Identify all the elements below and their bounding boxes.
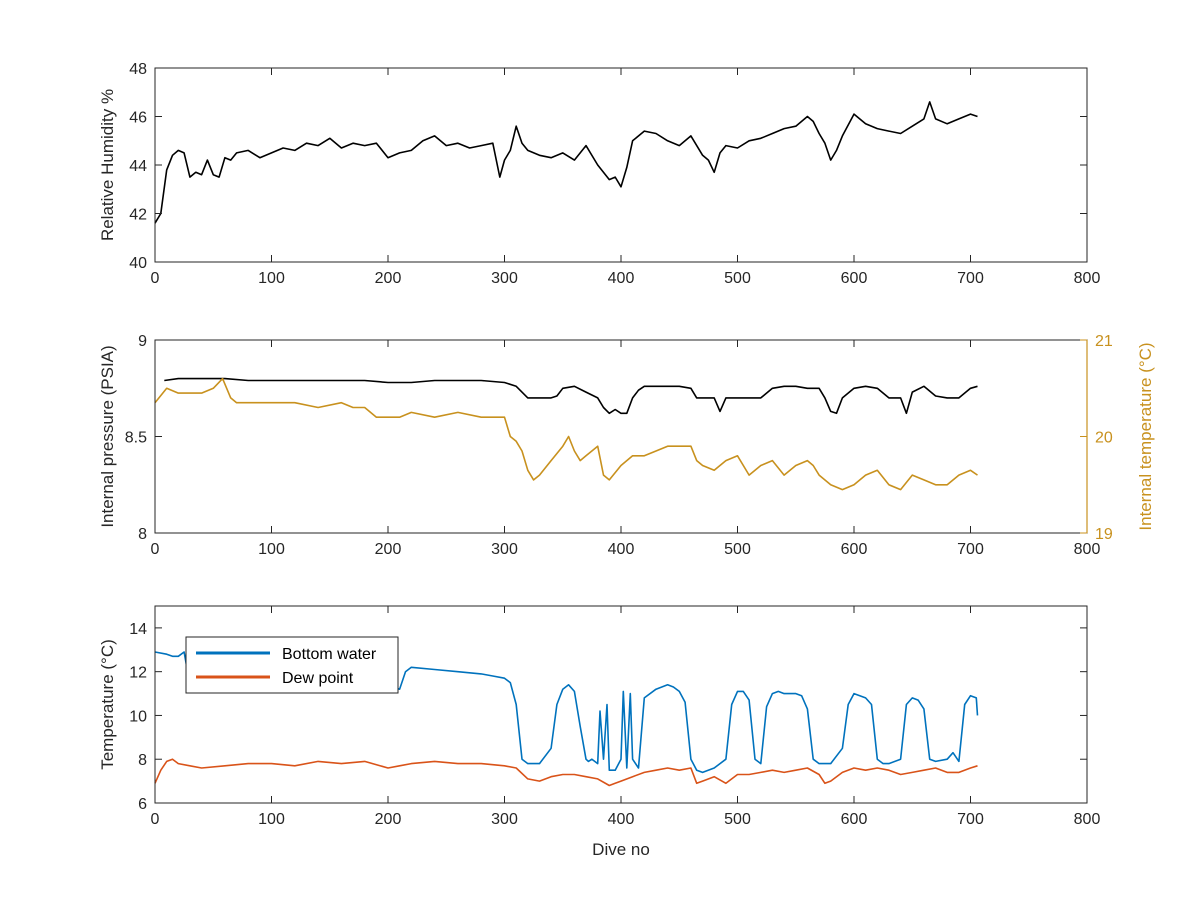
y-tick-label: 8.5	[125, 430, 147, 447]
y-axis-label-right: Internal temperature (°C)	[1136, 342, 1155, 530]
y-tick-label: 14	[129, 621, 147, 638]
x-axis-label: Dive no	[592, 840, 650, 859]
y-right-tick-label: 21	[1095, 333, 1113, 350]
x-tick-label: 0	[151, 541, 160, 558]
series-line-rh	[154, 101, 978, 224]
x-tick-label: 500	[724, 270, 751, 287]
x-tick-label: 500	[724, 541, 751, 558]
y-tick-label: 6	[138, 796, 147, 813]
y-tick-label: 46	[129, 110, 147, 127]
x-tick-label: 800	[1074, 811, 1101, 828]
legend-box	[185, 636, 399, 694]
y-tick-label: 44	[129, 158, 147, 175]
x-tick-label: 200	[375, 541, 402, 558]
plot-area-3	[154, 605, 1088, 804]
x-tick-label: 600	[841, 541, 868, 558]
plot-area-2	[154, 339, 1088, 534]
y-tick-label: 40	[129, 255, 147, 272]
y-tick-label: 8	[138, 752, 147, 769]
x-tick-label: 600	[841, 270, 868, 287]
y-tick-label: 10	[129, 708, 147, 725]
legend-label-bottom: Bottom water	[282, 646, 377, 663]
x-tick-label: 300	[491, 541, 518, 558]
x-tick-label: 300	[491, 811, 518, 828]
legend-label-dew: Dew point	[282, 670, 354, 687]
x-tick-label: 200	[375, 811, 402, 828]
series-line-int_temp	[154, 377, 978, 491]
y-tick-label: 42	[129, 207, 147, 224]
x-tick-label: 400	[608, 811, 635, 828]
plot-area-1	[154, 67, 1088, 263]
x-tick-label: 700	[957, 811, 984, 828]
series-line-pressure	[164, 377, 978, 415]
series-line-dew	[154, 758, 978, 787]
y-right-tick-label: 19	[1095, 526, 1113, 543]
x-tick-label: 600	[841, 811, 868, 828]
x-tick-label: 100	[258, 541, 285, 558]
x-tick-label: 700	[957, 541, 984, 558]
x-tick-label: 100	[258, 811, 285, 828]
y-axis-label: Internal pressure (PSIA)	[98, 345, 117, 527]
x-tick-label: 300	[491, 270, 518, 287]
x-tick-label: 500	[724, 811, 751, 828]
x-tick-label: 800	[1074, 270, 1101, 287]
x-tick-label: 0	[151, 811, 160, 828]
x-tick-label: 700	[957, 270, 984, 287]
x-tick-label: 400	[608, 270, 635, 287]
y-right-tick-label: 20	[1095, 430, 1113, 447]
y-axis-label: Relative Humidity %	[98, 89, 117, 241]
x-tick-label: 200	[375, 270, 402, 287]
y-tick-label: 12	[129, 665, 147, 682]
y-tick-label: 8	[138, 526, 147, 543]
x-tick-label: 400	[608, 541, 635, 558]
x-tick-label: 100	[258, 270, 285, 287]
x-tick-label: 0	[151, 270, 160, 287]
y-tick-label: 9	[138, 333, 147, 350]
y-tick-label: 48	[129, 61, 147, 78]
y-axis-label: Temperature (°C)	[98, 639, 117, 770]
x-tick-label: 800	[1074, 541, 1101, 558]
